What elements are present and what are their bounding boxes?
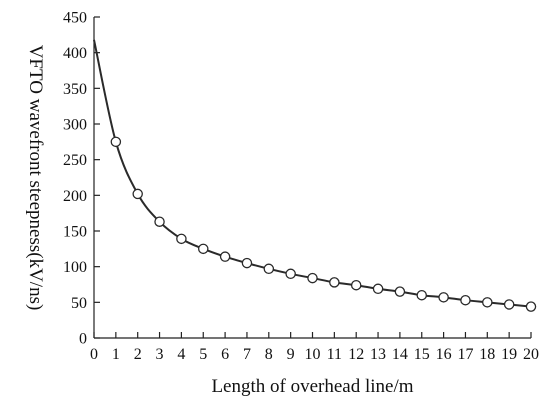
y-tick-label: 300: [63, 117, 87, 134]
data-point-marker: [329, 277, 340, 288]
x-tick-label: 14: [392, 346, 408, 363]
data-point-marker: [285, 268, 296, 280]
data-point-marker: [307, 272, 318, 284]
y-tick-label: 350: [63, 81, 87, 98]
x-tick-label: 5: [199, 346, 207, 363]
x-axis-title: Length of overhead line/m: [211, 376, 413, 397]
data-point-marker: [525, 301, 537, 312]
data-point-marker: [197, 243, 209, 255]
x-tick-label: 7: [243, 346, 251, 363]
data-point-marker: [176, 233, 187, 245]
x-tick-label: 3: [156, 346, 164, 363]
x-tick-label: 18: [479, 346, 495, 363]
x-tick-label: 9: [287, 346, 295, 363]
data-point-marker: [460, 294, 471, 306]
x-tick-label: 12: [348, 346, 364, 363]
x-tick-label: 13: [370, 346, 386, 363]
x-tick-label: 2: [134, 346, 142, 363]
y-tick-label: 400: [63, 45, 87, 62]
y-tick-label: 0: [79, 331, 87, 348]
series-line: [93, 39, 532, 308]
data-point-marker: [438, 292, 449, 303]
y-ticks: 0 50 100 150 200 250 300 350 400 450: [63, 10, 100, 348]
data-point-marker: [503, 299, 515, 310]
data-point-marker: [350, 279, 362, 291]
data-point-marker: [154, 216, 165, 227]
x-tick-label: 1: [112, 346, 120, 363]
data-point-marker: [372, 283, 384, 295]
plot-area: 0 1 2 3 4 5 6 7 8 9 10 11 12 13 14 15 16 17 18 19 20 0501001…: [63, 10, 539, 364]
data-point-marker: [132, 188, 143, 200]
data-point-marker: [241, 257, 253, 269]
y-tick-label: 100: [63, 259, 87, 276]
x-tick-label: 20: [523, 346, 539, 363]
data-point-marker: [263, 263, 275, 275]
x-tick-label: 15: [414, 346, 430, 363]
x-tick-label: 19: [501, 346, 517, 363]
x-tick-label: 11: [327, 346, 342, 363]
y-tick-label: 150: [63, 224, 87, 241]
x-tick-label: 0: [90, 346, 98, 363]
data-point-marker: [110, 136, 122, 148]
x-tick-label: 4: [177, 346, 185, 363]
y-tick-label: 50: [71, 295, 87, 312]
data-point-marker: [219, 251, 231, 262]
data-point-marker: [394, 286, 406, 297]
data-point-marker: [482, 297, 493, 308]
x-tick-label: 8: [265, 346, 273, 363]
y-tick-label: 250: [63, 152, 87, 169]
x-tick-label: 16: [436, 346, 452, 363]
x-tick-label: 10: [305, 346, 321, 363]
data-point-marker: [416, 289, 427, 301]
y-axis-title: VFTO wavefront steepness(kV/ns): [25, 45, 46, 311]
series-markers: [110, 136, 537, 312]
y-tick-label: 200: [63, 188, 87, 205]
y-tick-label: 450: [63, 10, 87, 27]
x-tick-label: 6: [221, 346, 229, 363]
x-tick-label: 17: [457, 346, 473, 363]
x-ticks: 0 1 2 3 4 5 6 7 8 9 10 11 12 13 14 15 16 17 18 19 20: [90, 332, 539, 363]
